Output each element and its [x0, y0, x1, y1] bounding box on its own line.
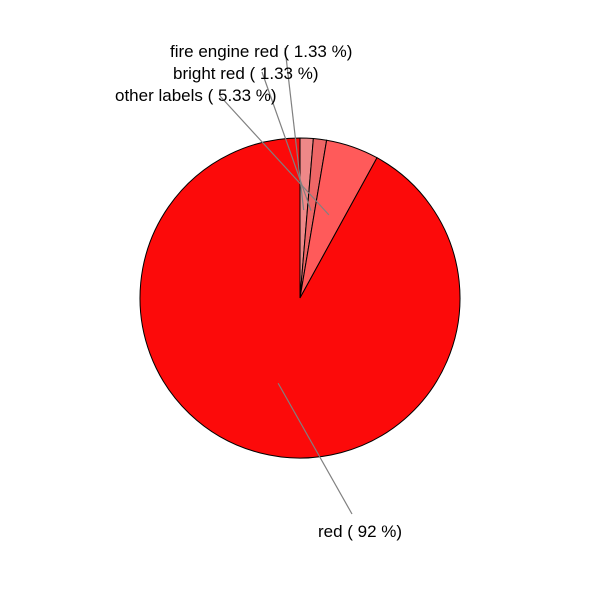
slice-label-fire-engine-red: fire engine red ( 1.33 %): [170, 42, 352, 61]
slice-label-bright-red: bright red ( 1.33 %): [173, 64, 319, 83]
pie-slice-red: [139, 137, 461, 459]
leader-line-red: [277, 382, 353, 515]
leader-line-other-labels: [219, 95, 330, 216]
slice-label-other-labels: other labels ( 5.33 %): [115, 86, 277, 105]
slice-labels: fire engine red ( 1.33 %) bright red ( 1…: [115, 42, 402, 541]
slice-label-red: red ( 92 %): [318, 522, 402, 541]
pie-slices: [139, 137, 461, 459]
leader-lines: [219, 47, 353, 515]
leader-line-bright-red: [261, 71, 312, 211]
